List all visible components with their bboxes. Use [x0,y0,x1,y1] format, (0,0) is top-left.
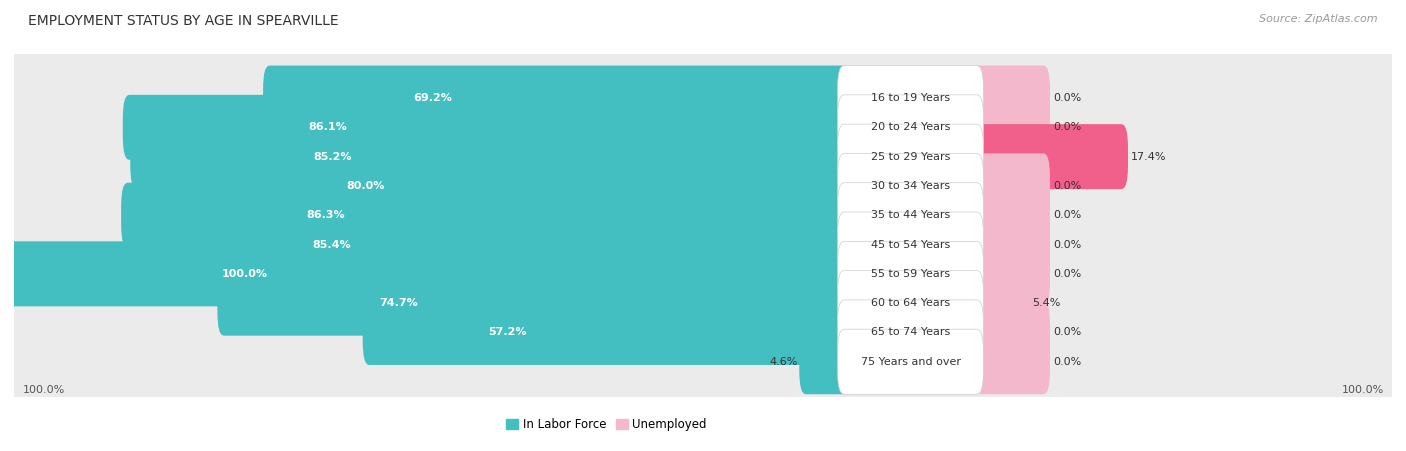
Text: 0.0%: 0.0% [1053,210,1081,220]
FancyBboxPatch shape [363,300,851,365]
FancyBboxPatch shape [122,95,851,160]
Text: 35 to 44 Years: 35 to 44 Years [870,210,950,220]
FancyBboxPatch shape [970,65,1050,131]
Text: 0.0%: 0.0% [1053,93,1081,103]
FancyBboxPatch shape [970,241,1050,306]
Text: 0.0%: 0.0% [1053,269,1081,279]
FancyBboxPatch shape [970,212,1050,277]
Text: 60 to 64 Years: 60 to 64 Years [870,298,950,308]
Text: 4.6%: 4.6% [769,357,797,367]
FancyBboxPatch shape [838,329,984,394]
FancyBboxPatch shape [10,42,1396,154]
FancyBboxPatch shape [838,271,984,336]
FancyBboxPatch shape [970,183,1050,248]
FancyBboxPatch shape [838,124,984,189]
Text: 100.0%: 100.0% [22,385,65,395]
Text: 86.3%: 86.3% [307,210,346,220]
Text: 0.0%: 0.0% [1053,357,1081,367]
FancyBboxPatch shape [970,271,1028,336]
FancyBboxPatch shape [10,130,1396,242]
FancyBboxPatch shape [10,189,1396,300]
FancyBboxPatch shape [10,247,1396,359]
FancyBboxPatch shape [7,241,851,306]
Text: 0.0%: 0.0% [1053,122,1081,132]
FancyBboxPatch shape [970,124,1128,189]
Text: 30 to 34 Years: 30 to 34 Years [870,181,950,191]
Text: 0.0%: 0.0% [1053,239,1081,249]
FancyBboxPatch shape [173,153,851,218]
FancyBboxPatch shape [10,218,1396,330]
Text: 20 to 24 Years: 20 to 24 Years [870,122,950,132]
FancyBboxPatch shape [131,124,851,189]
Text: 85.2%: 85.2% [314,152,353,161]
FancyBboxPatch shape [970,300,1050,365]
FancyBboxPatch shape [10,159,1396,271]
FancyBboxPatch shape [838,153,984,218]
FancyBboxPatch shape [970,95,1050,160]
Text: 5.4%: 5.4% [1032,298,1060,308]
Text: 25 to 29 Years: 25 to 29 Years [870,152,950,161]
Text: EMPLOYMENT STATUS BY AGE IN SPEARVILLE: EMPLOYMENT STATUS BY AGE IN SPEARVILLE [28,14,339,28]
FancyBboxPatch shape [121,183,851,248]
Text: Source: ZipAtlas.com: Source: ZipAtlas.com [1260,14,1378,23]
FancyBboxPatch shape [838,95,984,160]
FancyBboxPatch shape [970,153,1050,218]
FancyBboxPatch shape [838,65,984,131]
Text: 57.2%: 57.2% [488,327,526,337]
FancyBboxPatch shape [838,300,984,365]
FancyBboxPatch shape [218,271,851,336]
Text: 69.2%: 69.2% [413,93,453,103]
FancyBboxPatch shape [128,212,851,277]
FancyBboxPatch shape [10,71,1396,183]
Text: 86.1%: 86.1% [308,122,347,132]
Text: 75 Years and over: 75 Years and over [860,357,960,367]
FancyBboxPatch shape [970,329,1050,394]
FancyBboxPatch shape [263,65,851,131]
FancyBboxPatch shape [10,101,1396,212]
Text: 0.0%: 0.0% [1053,181,1081,191]
FancyBboxPatch shape [799,329,851,394]
FancyBboxPatch shape [10,276,1396,388]
Text: 0.0%: 0.0% [1053,327,1081,337]
Text: 55 to 59 Years: 55 to 59 Years [870,269,950,279]
FancyBboxPatch shape [838,241,984,306]
Text: 17.4%: 17.4% [1132,152,1167,161]
Text: 45 to 54 Years: 45 to 54 Years [870,239,950,249]
Text: 100.0%: 100.0% [222,269,267,279]
Text: 65 to 74 Years: 65 to 74 Years [870,327,950,337]
Text: 16 to 19 Years: 16 to 19 Years [870,93,950,103]
Text: 85.4%: 85.4% [312,239,352,249]
FancyBboxPatch shape [10,306,1396,418]
FancyBboxPatch shape [838,212,984,277]
FancyBboxPatch shape [838,183,984,248]
Legend: In Labor Force, Unemployed: In Labor Force, Unemployed [502,413,711,436]
Text: 80.0%: 80.0% [346,181,384,191]
Text: 74.7%: 74.7% [380,298,418,308]
Text: 100.0%: 100.0% [1341,385,1384,395]
